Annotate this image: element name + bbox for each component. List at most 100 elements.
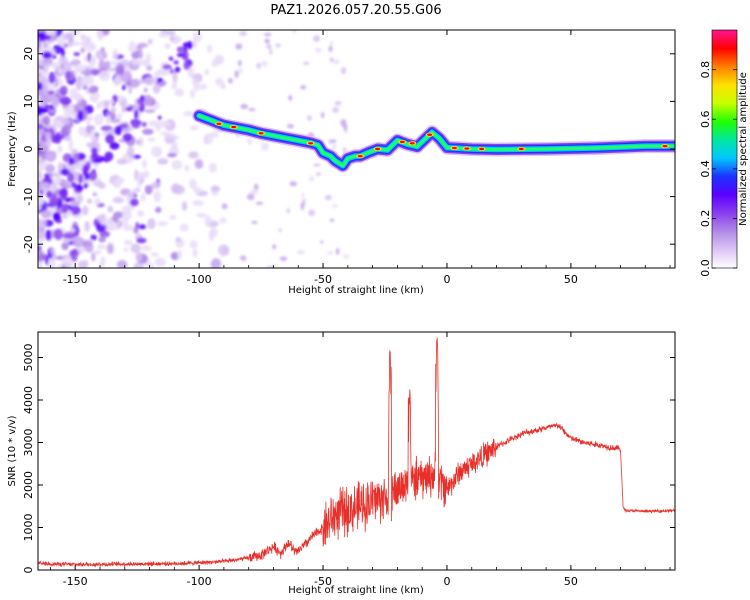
snr-xtick-label: 50 xyxy=(564,575,578,588)
spectrogram-noise-blob xyxy=(134,109,139,120)
spectrogram-noise-blob xyxy=(61,61,73,72)
spectrogram-noise-blob xyxy=(60,119,70,125)
spectrogram-noise-blob xyxy=(38,69,45,74)
spectrogram-noise-blob xyxy=(121,84,126,91)
spectrogram-noise-blob xyxy=(73,92,82,101)
spectrogram-noise-blob xyxy=(344,130,348,134)
spectrogram-noise-blob xyxy=(58,56,68,64)
spectrogram-noise-blob xyxy=(91,147,98,156)
spectrogram-noise-blob xyxy=(52,177,63,185)
spectrogram-noise-blob xyxy=(331,204,338,208)
spectrogram-noise-blob xyxy=(38,91,44,96)
spectrogram-noise-blob xyxy=(38,30,47,33)
spectrogram-noise-blob xyxy=(38,32,47,42)
snr-xtick-label: -100 xyxy=(187,575,212,588)
spectrogram-noise-blob xyxy=(256,62,261,69)
spectrogram-noise-blob xyxy=(62,233,75,239)
spectrogram-noise-blob xyxy=(48,38,54,44)
spectrogram-noise-blob xyxy=(90,129,98,142)
spectrogram-noise-blob xyxy=(333,59,340,65)
spectrogram-noise xyxy=(38,30,350,268)
spectrogram-noise-blob xyxy=(38,123,45,130)
colorbar-tick-label: 0.4 xyxy=(699,160,712,178)
spectrogram-noise-blob xyxy=(138,210,145,217)
spectrogram-noise-blob xyxy=(85,125,96,131)
spectrogram-noise-blob xyxy=(156,149,161,157)
spectrogram-noise-blob xyxy=(45,190,53,199)
spectrogram-noise-blob xyxy=(38,156,43,163)
spectrogram-noise-blob xyxy=(331,143,337,150)
spectrogram-noise-blob xyxy=(146,53,152,63)
spectrogram-noise-blob xyxy=(51,172,63,177)
spectrogram-noise-blob xyxy=(196,212,207,218)
spectrogram-noise-blob xyxy=(114,125,123,136)
spectrogram-noise-blob xyxy=(171,82,178,90)
spectrogram-noise-blob xyxy=(300,85,307,90)
spectrogram-noise-blob xyxy=(168,56,174,61)
spectrogram-noise-blob xyxy=(98,236,106,243)
spectrogram-noise-blob xyxy=(172,72,178,84)
spectrogram-noise-blob xyxy=(105,133,115,144)
snr-ytick-label: 1000 xyxy=(22,514,35,542)
spectrogram-noise-blob xyxy=(328,45,333,53)
spectrogram-noise-blob xyxy=(253,183,259,191)
spectrogram-noise-blob xyxy=(44,150,57,162)
spectrogram-noise-blob xyxy=(156,77,163,82)
spectrogram-noise-blob xyxy=(147,218,156,230)
spectrogram-noise-blob xyxy=(219,217,227,224)
snr-frame xyxy=(37,331,676,571)
snr-ytick-label: 5000 xyxy=(22,344,35,372)
spectrogram-noise-blob xyxy=(98,59,105,70)
spectrogram-noise-blob xyxy=(147,38,153,45)
spectrogram-noise-blob xyxy=(278,228,283,232)
spectrogram-noise-blob xyxy=(140,245,153,252)
colorbar-tick-label: 0.2 xyxy=(699,210,712,228)
spectrogram-noise-blob xyxy=(142,159,148,169)
spectrogram-noise-blob xyxy=(125,106,134,112)
spectrogram-noise-blob xyxy=(128,41,137,54)
spectrogram-noise-blob xyxy=(153,190,162,203)
spectrogram-noise-blob xyxy=(275,43,281,48)
spectrogram-noise-blob xyxy=(319,240,324,244)
spectrogram-noise-blob xyxy=(60,168,71,176)
spectrogram-noise-blob xyxy=(93,158,103,164)
spectrogram-noise-blob xyxy=(175,236,182,243)
spectrogram-noise-blob xyxy=(144,108,156,114)
spectrogram-noise-blob xyxy=(261,60,268,67)
spectrogram-noise-blob xyxy=(38,244,42,252)
spectrogram-noise-blob xyxy=(86,116,91,126)
spectrogram-noise-blob xyxy=(192,199,204,207)
spectrogram-noise-blob xyxy=(54,132,62,144)
spectrogram-noise-blob xyxy=(77,110,84,122)
spectrogram-noise-blob xyxy=(162,64,172,70)
spectrogram-noise-blob xyxy=(173,60,179,65)
colorbar-frame xyxy=(711,29,738,269)
spectrogram-hotspot-core xyxy=(518,147,524,151)
spectrogram-noise-blob xyxy=(99,213,108,226)
spectrogram-noise-blob xyxy=(329,40,333,46)
spectrogram-noise-blob xyxy=(264,38,270,44)
spectrogram-noise-blob xyxy=(193,79,200,92)
spectrogram-noise-blob xyxy=(135,252,143,262)
spectrogram-hotspot-core xyxy=(357,154,363,158)
spectrogram-noise-blob xyxy=(169,36,175,42)
spectrogram-noise-blob xyxy=(116,112,123,120)
snr-xtick-label: 0 xyxy=(443,575,450,588)
spectrogram-noise-blob xyxy=(266,43,272,50)
spectrogram-noise-blob xyxy=(38,144,49,151)
spectrogram-noise-blob xyxy=(260,142,269,151)
spectrogram-noise-blob xyxy=(121,102,127,114)
figure-title: PAZ1.2026.057.20.55.G06 xyxy=(270,3,441,18)
spectrogram-noise-blob xyxy=(272,244,277,250)
spectrogram-noise-blob xyxy=(123,247,129,252)
spectrogram-hotspot-core xyxy=(231,125,237,129)
spectrogram-hotspot-core xyxy=(399,140,405,144)
spectrogram-noise-blob xyxy=(63,197,72,203)
spectrogram-noise-blob xyxy=(329,218,335,222)
spectrogram-noise-blob xyxy=(140,193,146,202)
snr-xtick-label: -50 xyxy=(314,575,332,588)
spectrogram-hotspot-core xyxy=(451,146,457,150)
spectrogram-noise-blob xyxy=(78,173,83,184)
spectrogram-noise-blob xyxy=(115,63,125,75)
